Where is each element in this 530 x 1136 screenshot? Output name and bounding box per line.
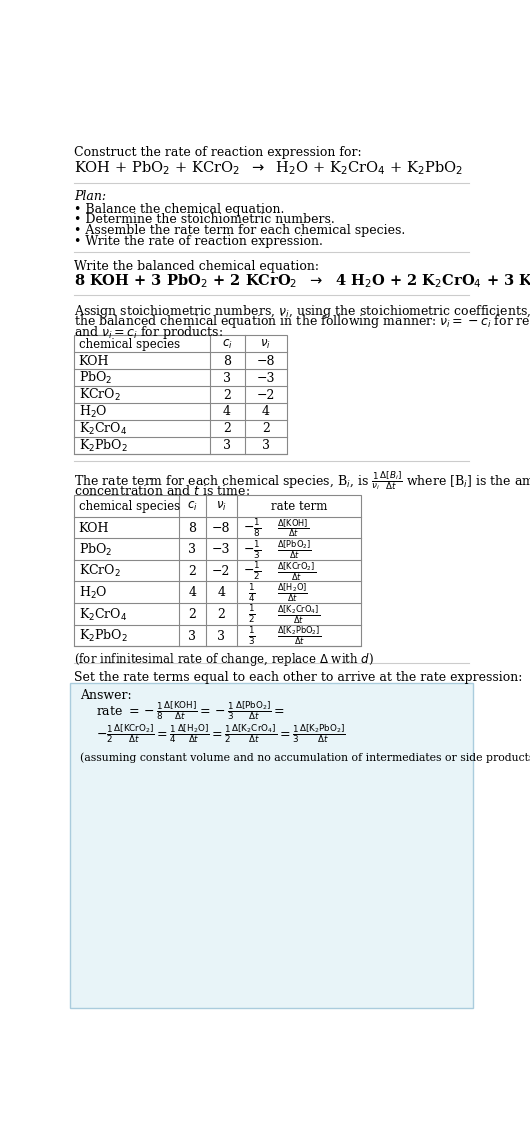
Text: 4: 4	[223, 406, 231, 418]
Text: Write the balanced chemical equation:: Write the balanced chemical equation:	[74, 259, 319, 273]
Text: H$_2$O: H$_2$O	[78, 404, 107, 420]
Text: $\frac{\Delta[\mathrm{H}_2\mathrm{O}]}{\Delta t}$: $\frac{\Delta[\mathrm{H}_2\mathrm{O}]}{\…	[277, 582, 308, 604]
Text: KOH: KOH	[78, 521, 109, 535]
Text: $-\frac{1}{8}$: $-\frac{1}{8}$	[243, 517, 261, 540]
Text: K$_2$PbO$_2$: K$_2$PbO$_2$	[78, 437, 127, 454]
Text: $-\frac{1}{2}\frac{\Delta[\mathrm{KCrO}_2]}{\Delta t} = \frac{1}{4}\frac{\Delta[: $-\frac{1}{2}\frac{\Delta[\mathrm{KCrO}_…	[96, 722, 346, 745]
Text: • Determine the stoichiometric numbers.: • Determine the stoichiometric numbers.	[74, 214, 335, 226]
Text: −3: −3	[257, 371, 275, 385]
Text: 8: 8	[188, 521, 196, 535]
Text: H$_2$O: H$_2$O	[78, 585, 107, 601]
Text: Plan:: Plan:	[74, 190, 106, 203]
Text: 4: 4	[188, 586, 196, 600]
Text: 2: 2	[223, 423, 231, 435]
Text: $\frac{1}{4}$: $\frac{1}{4}$	[249, 582, 256, 604]
Text: (for infinitesimal rate of change, replace $\Delta$ with $d$): (for infinitesimal rate of change, repla…	[74, 651, 374, 668]
Text: $c_i$: $c_i$	[187, 500, 198, 513]
Text: 2: 2	[262, 423, 270, 435]
Text: −2: −2	[257, 389, 275, 401]
Text: K$_2$PbO$_2$: K$_2$PbO$_2$	[78, 628, 127, 644]
Text: 3: 3	[188, 543, 196, 557]
Text: 8 KOH + 3 PbO$_2$ + 2 KCrO$_2$  $\rightarrow$  4 H$_2$O + 2 K$_2$CrO$_4$ + 3 K$_: 8 KOH + 3 PbO$_2$ + 2 KCrO$_2$ $\rightar…	[74, 272, 530, 290]
Text: 2: 2	[188, 565, 196, 578]
Text: PbO$_2$: PbO$_2$	[78, 370, 112, 386]
Text: $\frac{1}{2}$: $\frac{1}{2}$	[249, 603, 256, 626]
Text: Answer:: Answer:	[80, 690, 132, 702]
Text: 3: 3	[223, 371, 231, 385]
Text: −2: −2	[212, 565, 231, 578]
Text: (assuming constant volume and no accumulation of intermediates or side products): (assuming constant volume and no accumul…	[80, 752, 530, 763]
Text: K$_2$CrO$_4$: K$_2$CrO$_4$	[78, 607, 127, 623]
Text: rate $= -\frac{1}{8}\frac{\Delta[\mathrm{KOH}]}{\Delta t} = -\frac{1}{3}\frac{\D: rate $= -\frac{1}{8}\frac{\Delta[\mathrm…	[96, 700, 285, 722]
Text: 3: 3	[217, 629, 225, 643]
Text: KOH + PbO$_2$ + KCrO$_2$  $\rightarrow$  H$_2$O + K$_2$CrO$_4$ + K$_2$PbO$_2$: KOH + PbO$_2$ + KCrO$_2$ $\rightarrow$ H…	[74, 159, 463, 177]
Text: $-\frac{1}{2}$: $-\frac{1}{2}$	[243, 560, 261, 583]
Text: the balanced chemical equation in the following manner: $\nu_i = -c_i$ for react: the balanced chemical equation in the fo…	[74, 314, 530, 331]
Text: $\frac{\Delta[\mathrm{KOH}]}{\Delta t}$: $\frac{\Delta[\mathrm{KOH}]}{\Delta t}$	[277, 517, 309, 540]
Text: 4: 4	[217, 586, 225, 600]
Text: −3: −3	[212, 543, 231, 557]
Text: KOH: KOH	[78, 354, 109, 368]
Text: • Write the rate of reaction expression.: • Write the rate of reaction expression.	[74, 235, 323, 248]
Text: 2: 2	[217, 608, 225, 621]
Text: chemical species: chemical species	[78, 500, 180, 513]
Text: rate term: rate term	[270, 500, 327, 513]
Text: and $\nu_i = c_i$ for products:: and $\nu_i = c_i$ for products:	[74, 324, 223, 341]
Text: concentration and $t$ is time:: concentration and $t$ is time:	[74, 484, 250, 499]
Text: $\frac{1}{3}$: $\frac{1}{3}$	[249, 625, 256, 648]
Text: Assign stoichiometric numbers, $\nu_i$, using the stoichiometric coefficients, $: Assign stoichiometric numbers, $\nu_i$, …	[74, 302, 530, 319]
Text: PbO$_2$: PbO$_2$	[78, 542, 112, 558]
Text: $\frac{\Delta[\mathrm{K}_2\mathrm{PbO}_2]}{\Delta t}$: $\frac{\Delta[\mathrm{K}_2\mathrm{PbO}_2…	[277, 625, 321, 648]
Text: 8: 8	[223, 354, 231, 368]
Text: KCrO$_2$: KCrO$_2$	[78, 387, 120, 403]
Bar	[74, 335, 287, 453]
Text: 4: 4	[262, 406, 270, 418]
Text: chemical species: chemical species	[78, 337, 180, 351]
Text: K$_2$CrO$_4$: K$_2$CrO$_4$	[78, 420, 127, 437]
Text: • Assemble the rate term for each chemical species.: • Assemble the rate term for each chemic…	[74, 224, 405, 237]
Text: 3: 3	[262, 440, 270, 452]
Text: −8: −8	[257, 354, 275, 368]
Text: $\nu_i$: $\nu_i$	[216, 500, 227, 513]
Text: 2: 2	[188, 608, 196, 621]
Text: Construct the rate of reaction expression for:: Construct the rate of reaction expressio…	[74, 145, 361, 159]
Text: $\frac{\Delta[\mathrm{KCrO}_2]}{\Delta t}$: $\frac{\Delta[\mathrm{KCrO}_2]}{\Delta t…	[277, 560, 316, 583]
Bar	[74, 495, 361, 646]
Text: 2: 2	[223, 389, 231, 401]
Text: $\nu_i$: $\nu_i$	[260, 337, 271, 351]
Bar	[70, 683, 473, 1008]
Text: • Balance the chemical equation.: • Balance the chemical equation.	[74, 202, 285, 216]
Text: $-\frac{1}{3}$: $-\frac{1}{3}$	[243, 538, 261, 561]
Text: The rate term for each chemical species, B$_i$, is $\frac{1}{\nu_i}\frac{\Delta[: The rate term for each chemical species,…	[74, 469, 530, 492]
Text: 3: 3	[188, 629, 196, 643]
Text: KCrO$_2$: KCrO$_2$	[78, 563, 120, 579]
Text: $\frac{\Delta[\mathrm{K}_2\mathrm{CrO}_4]}{\Delta t}$: $\frac{\Delta[\mathrm{K}_2\mathrm{CrO}_4…	[277, 603, 320, 626]
Text: Set the rate terms equal to each other to arrive at the rate expression:: Set the rate terms equal to each other t…	[74, 670, 523, 684]
Text: $c_i$: $c_i$	[222, 337, 233, 351]
Text: −8: −8	[212, 521, 231, 535]
Text: 3: 3	[223, 440, 231, 452]
Text: $\frac{\Delta[\mathrm{PbO}_2]}{\Delta t}$: $\frac{\Delta[\mathrm{PbO}_2]}{\Delta t}…	[277, 538, 312, 561]
